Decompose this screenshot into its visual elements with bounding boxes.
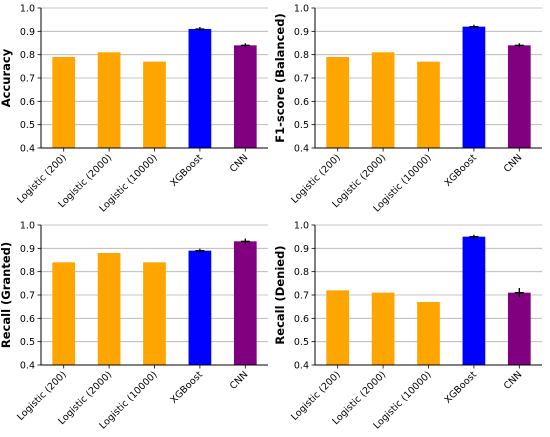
error-bar-xgboost (469, 234, 479, 239)
x-tick-label-cnn: CNN (502, 152, 525, 175)
bar-logistic-10000 (143, 61, 166, 148)
x-tick-label-cnn: CNN (228, 369, 251, 392)
bar-logistic-10000 (417, 302, 440, 365)
y-axis-label: Accuracy (0, 48, 13, 107)
y-axis-label: Recall (Granted) (0, 242, 13, 348)
y-tick-label: 0.9 (294, 244, 309, 255)
bar-logistic-2000 (371, 292, 395, 365)
y-tick-label: 0.6 (20, 314, 35, 325)
y-tick-label: 1.0 (294, 221, 309, 232)
y-tick-label: 0.6 (20, 97, 35, 108)
y-tick-label: 1.0 (20, 4, 35, 15)
error-bar-cnn (514, 288, 524, 298)
bar-xgboost (188, 29, 212, 148)
y-tick-label: 0.5 (20, 120, 35, 131)
bar-cnn (233, 241, 257, 365)
x-tick-label-xgboost: XGBoost (442, 369, 479, 406)
x-tick-label-xgboost: XGBoost (168, 152, 205, 189)
error-bar-cnn (240, 43, 250, 48)
bar-xgboost (188, 250, 212, 365)
bar-logistic-200 (52, 57, 76, 148)
error-bar-cnn (514, 43, 524, 48)
x-tick-label-cnn: CNN (228, 152, 251, 175)
bar-logistic-2000 (371, 52, 395, 149)
y-tick-label: 0.9 (20, 244, 35, 255)
y-tick-label: 0.4 (20, 361, 35, 372)
y-tick-label: 0.4 (20, 144, 35, 155)
bar-xgboost (462, 236, 486, 365)
bar-logistic-200 (326, 290, 350, 365)
x-tick-label-xgboost: XGBoost (442, 152, 479, 189)
bar-logistic-10000 (417, 61, 440, 148)
bar-cnn (507, 45, 531, 149)
bar-cnn (233, 45, 257, 149)
y-tick-label: 0.7 (294, 291, 309, 302)
bar-logistic-200 (52, 262, 76, 365)
y-tick-label: 1.0 (294, 4, 309, 15)
error-bar-xgboost (469, 24, 479, 29)
y-tick-label: 0.9 (20, 27, 35, 38)
y-tick-label: 0.6 (294, 97, 309, 108)
error-bar-cnn (240, 238, 250, 245)
bar-logistic-2000 (97, 253, 121, 365)
y-tick-label: 0.8 (294, 267, 309, 278)
error-bar-xgboost (195, 27, 205, 31)
bar-logistic-10000 (143, 262, 166, 365)
y-tick-label: 0.8 (20, 267, 35, 278)
y-tick-label: 0.7 (20, 291, 35, 302)
y-tick-label: 0.8 (294, 50, 309, 61)
y-tick-label: 0.5 (294, 337, 309, 348)
x-tick-label-xgboost: XGBoost (168, 369, 205, 406)
bar-cnn (507, 292, 531, 365)
error-bar-xgboost (195, 248, 205, 253)
y-axis-label: F1-score (Balanced) (273, 13, 287, 142)
y-tick-label: 0.5 (20, 337, 35, 348)
bar-logistic-2000 (97, 52, 121, 149)
y-tick-label: 0.7 (294, 74, 309, 85)
y-tick-label: 0.7 (20, 74, 35, 85)
y-tick-label: 0.4 (294, 361, 309, 372)
y-tick-label: 0.6 (294, 314, 309, 325)
y-tick-label: 1.0 (20, 221, 35, 232)
y-axis-label: Recall (Denied) (273, 245, 287, 344)
y-tick-label: 0.9 (294, 27, 309, 38)
y-tick-label: 0.5 (294, 120, 309, 131)
bar-xgboost (462, 26, 486, 149)
y-tick-label: 0.4 (294, 144, 309, 155)
bar-logistic-200 (326, 57, 350, 148)
x-tick-label-cnn: CNN (502, 369, 525, 392)
y-tick-label: 0.8 (20, 50, 35, 61)
